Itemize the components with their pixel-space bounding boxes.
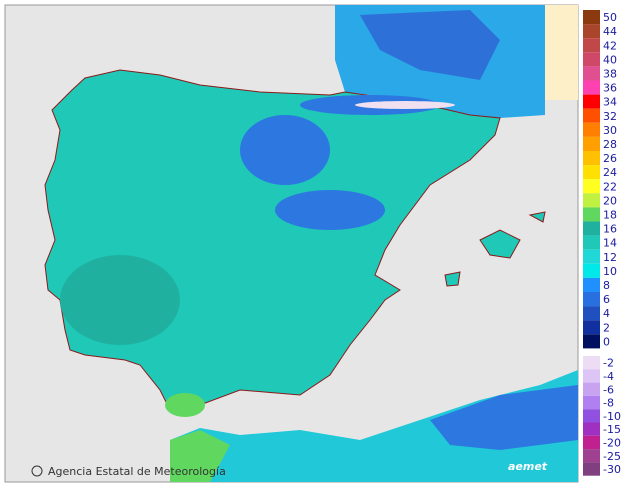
- cold-area: [240, 115, 330, 185]
- italy: [545, 5, 578, 100]
- legend-label: -6: [603, 383, 614, 396]
- legend-label: 34: [603, 96, 617, 109]
- island: [444, 271, 461, 287]
- legend-label: 22: [603, 180, 617, 193]
- cold-area: [360, 10, 500, 80]
- legend-swatch: [583, 292, 600, 307]
- legend-label: 12: [603, 251, 617, 264]
- legend-label: 44: [603, 25, 617, 38]
- cold-area: [275, 190, 385, 230]
- legend-swatch: [583, 94, 600, 109]
- legend-swatch: [583, 382, 600, 396]
- legend-swatch: [583, 356, 600, 370]
- legend-label: -2: [603, 357, 614, 370]
- legend-label: -8: [603, 397, 614, 410]
- legend-label: 8: [603, 279, 610, 292]
- copyright-icon: [31, 465, 43, 477]
- legend-label: 2: [603, 321, 610, 334]
- legend-swatch: [583, 165, 600, 180]
- legend-swatch: [583, 207, 600, 222]
- africa: [170, 370, 578, 482]
- legend-swatch: [583, 24, 600, 39]
- legend-swatch: [583, 334, 600, 349]
- legend-swatch: [583, 80, 600, 95]
- legend-label: 4: [603, 307, 610, 320]
- legend-label: 20: [603, 194, 617, 207]
- legend-swatch: [583, 136, 600, 151]
- legend-label: 50: [603, 11, 617, 24]
- snow-area: [355, 101, 455, 109]
- legend-label: 38: [603, 67, 617, 80]
- cold-area: [430, 385, 578, 450]
- legend-label: -4: [603, 370, 614, 383]
- legend-label: 30: [603, 124, 617, 137]
- legend-swatch: [583, 306, 600, 321]
- warm-area: [165, 393, 205, 417]
- legend-swatch: [583, 221, 600, 236]
- legend-swatch: [583, 151, 600, 166]
- legend-swatch: [583, 122, 600, 137]
- legend-label: 0: [603, 335, 610, 348]
- legend-swatch: [583, 320, 600, 335]
- legend-label: -25: [603, 450, 621, 463]
- legend-label: -20: [603, 436, 621, 449]
- legend-swatch: [583, 66, 600, 81]
- island: [479, 229, 521, 259]
- legend-swatch: [583, 263, 600, 278]
- legend-swatch: [583, 369, 600, 383]
- legend-swatch: [583, 395, 600, 410]
- legend-swatch: [583, 38, 600, 53]
- legend-label: 16: [603, 223, 617, 236]
- island: [528, 211, 546, 223]
- legend-label: 36: [603, 82, 617, 95]
- legend-swatch: [583, 193, 600, 208]
- legend-label: -30: [603, 463, 621, 476]
- legend-swatch: [583, 435, 600, 450]
- legend-label: 24: [603, 166, 617, 179]
- legend-label: 42: [603, 39, 617, 52]
- legend-label: 18: [603, 208, 617, 221]
- legend-label: 10: [603, 265, 617, 278]
- legend-label: -10: [603, 410, 621, 423]
- legend-label: 40: [603, 53, 617, 66]
- legend-swatch: [583, 462, 600, 476]
- warm-area: [170, 430, 230, 482]
- legend-label: -15: [603, 423, 621, 436]
- legend-swatch: [583, 10, 600, 25]
- logo: aemet: [508, 460, 548, 473]
- warm-area: [60, 255, 180, 345]
- legend-swatch: [583, 108, 600, 123]
- legend-label: 26: [603, 152, 617, 165]
- credit: Agencia Estatal de Meteorología: [48, 465, 226, 478]
- legend-swatch: [583, 277, 600, 292]
- legend-swatch: [583, 449, 600, 463]
- legend-label: 6: [603, 293, 610, 306]
- legend-label: 28: [603, 138, 617, 151]
- legend: 5044424038363432302826242220181614121086…: [583, 10, 621, 476]
- legend-swatch: [583, 179, 600, 194]
- legend-swatch: [583, 409, 600, 423]
- legend-swatch: [583, 235, 600, 250]
- legend-swatch: [583, 52, 600, 67]
- legend-label: 32: [603, 110, 617, 123]
- legend-swatch: [583, 422, 600, 436]
- legend-swatch: [583, 249, 600, 264]
- legend-label: 14: [603, 237, 617, 250]
